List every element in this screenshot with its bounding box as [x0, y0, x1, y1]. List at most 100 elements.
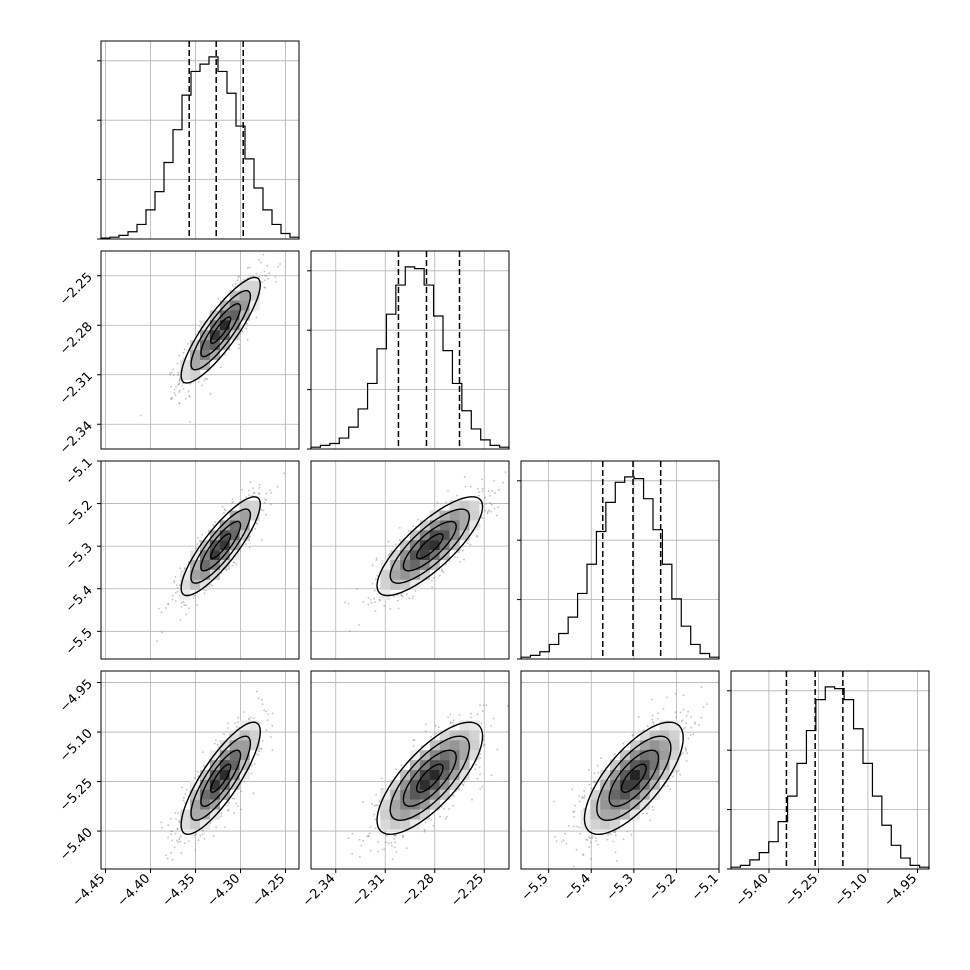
density-cell — [390, 799, 401, 810]
scatter-point — [592, 835, 594, 838]
scatter-point — [685, 760, 688, 762]
scatter-point — [489, 494, 491, 497]
density-cell — [469, 520, 480, 531]
scatter-point — [622, 838, 625, 841]
contours — [376, 496, 484, 597]
scatter-point — [490, 774, 493, 777]
scatter-point — [683, 726, 686, 729]
scatter-point — [277, 265, 280, 268]
scatter-point — [447, 490, 449, 493]
scatter-point — [373, 813, 375, 816]
scatter-point — [672, 775, 674, 778]
density-cell — [390, 809, 401, 820]
scatter-point — [252, 792, 255, 795]
scatter-point — [583, 797, 585, 799]
scatter-point — [374, 578, 377, 581]
density-cell — [610, 770, 621, 781]
density-cell — [669, 740, 680, 751]
scatter-point — [377, 841, 380, 843]
scatter-point — [182, 387, 185, 390]
density-cell — [209, 760, 220, 771]
scatter-point — [400, 764, 403, 767]
scatter-point — [171, 594, 174, 597]
density-cell — [209, 770, 220, 781]
density-cell — [239, 520, 250, 531]
scatter-point — [412, 745, 415, 748]
scatter-point — [215, 739, 217, 741]
scatter-point — [478, 766, 481, 769]
contour-line — [210, 316, 232, 345]
density-cell — [659, 770, 670, 781]
density-cell — [229, 740, 240, 751]
scatter-point — [479, 757, 482, 759]
density-cell — [400, 540, 411, 551]
scatter-point — [453, 794, 455, 797]
density-cell — [249, 280, 260, 291]
scatter-point — [197, 775, 200, 778]
density-cell — [649, 750, 660, 761]
density-cell — [449, 740, 460, 751]
x-tick-label: −5.40 — [733, 871, 772, 910]
histogram-panel-3 — [727, 670, 930, 870]
contour-line — [389, 735, 471, 822]
scatter-point — [585, 838, 588, 841]
scatter-point — [201, 533, 204, 536]
y-tick-label: −5.2 — [63, 498, 96, 531]
density-cell — [239, 730, 250, 741]
scatter-point — [682, 708, 685, 711]
density-cell — [390, 560, 401, 571]
scatter-point — [360, 844, 363, 847]
density-cell — [600, 799, 611, 810]
scatter-point — [483, 739, 485, 742]
contour-line — [180, 496, 262, 597]
density-cell — [610, 789, 621, 800]
scatter-point — [265, 513, 267, 516]
scatter-point — [165, 607, 167, 609]
histogram-panel-2 — [517, 460, 720, 660]
density-cell — [200, 340, 211, 351]
scatter-point — [246, 266, 249, 269]
density-cell — [439, 540, 450, 551]
scatter-point — [375, 804, 378, 807]
scatter-point — [261, 703, 264, 705]
scatter-point — [245, 543, 247, 545]
scatter-point — [166, 603, 169, 605]
scatter-point — [485, 503, 487, 505]
density-cell — [219, 310, 230, 321]
scatter-point — [582, 853, 584, 856]
scatter-point — [171, 371, 173, 374]
scatter-point — [435, 732, 437, 735]
x-tick-label: −4.25 — [250, 871, 289, 910]
scatter-point — [439, 815, 441, 818]
contours — [180, 276, 262, 384]
scatter-point — [180, 606, 183, 608]
scatter-point — [424, 821, 427, 824]
scatter-point — [359, 856, 361, 858]
density-cell — [209, 799, 220, 810]
scatter-point — [257, 754, 260, 756]
density-cell — [419, 569, 430, 580]
density-cell — [410, 560, 421, 571]
scatter-point — [235, 563, 238, 566]
density-cell — [669, 730, 680, 741]
scatter-point — [184, 567, 186, 570]
contour-line — [210, 533, 232, 560]
scatter-point — [663, 785, 666, 787]
scatter-point — [469, 485, 472, 488]
scatter-point — [217, 746, 220, 749]
scatter-point — [188, 840, 190, 842]
density-cell — [209, 750, 220, 761]
scatter-point — [188, 394, 191, 397]
density-cell — [219, 540, 230, 551]
density-cell — [229, 300, 240, 311]
x-tick-label: −5.4 — [561, 871, 594, 904]
scatter-point — [581, 797, 583, 800]
scatter-point — [614, 851, 617, 854]
density-cell — [200, 799, 211, 810]
density-cell — [629, 770, 640, 781]
density-cell — [380, 799, 391, 810]
scatter-point — [482, 744, 485, 747]
scatter-point — [234, 283, 237, 285]
density-cell — [659, 730, 670, 741]
contour-line — [190, 735, 252, 822]
